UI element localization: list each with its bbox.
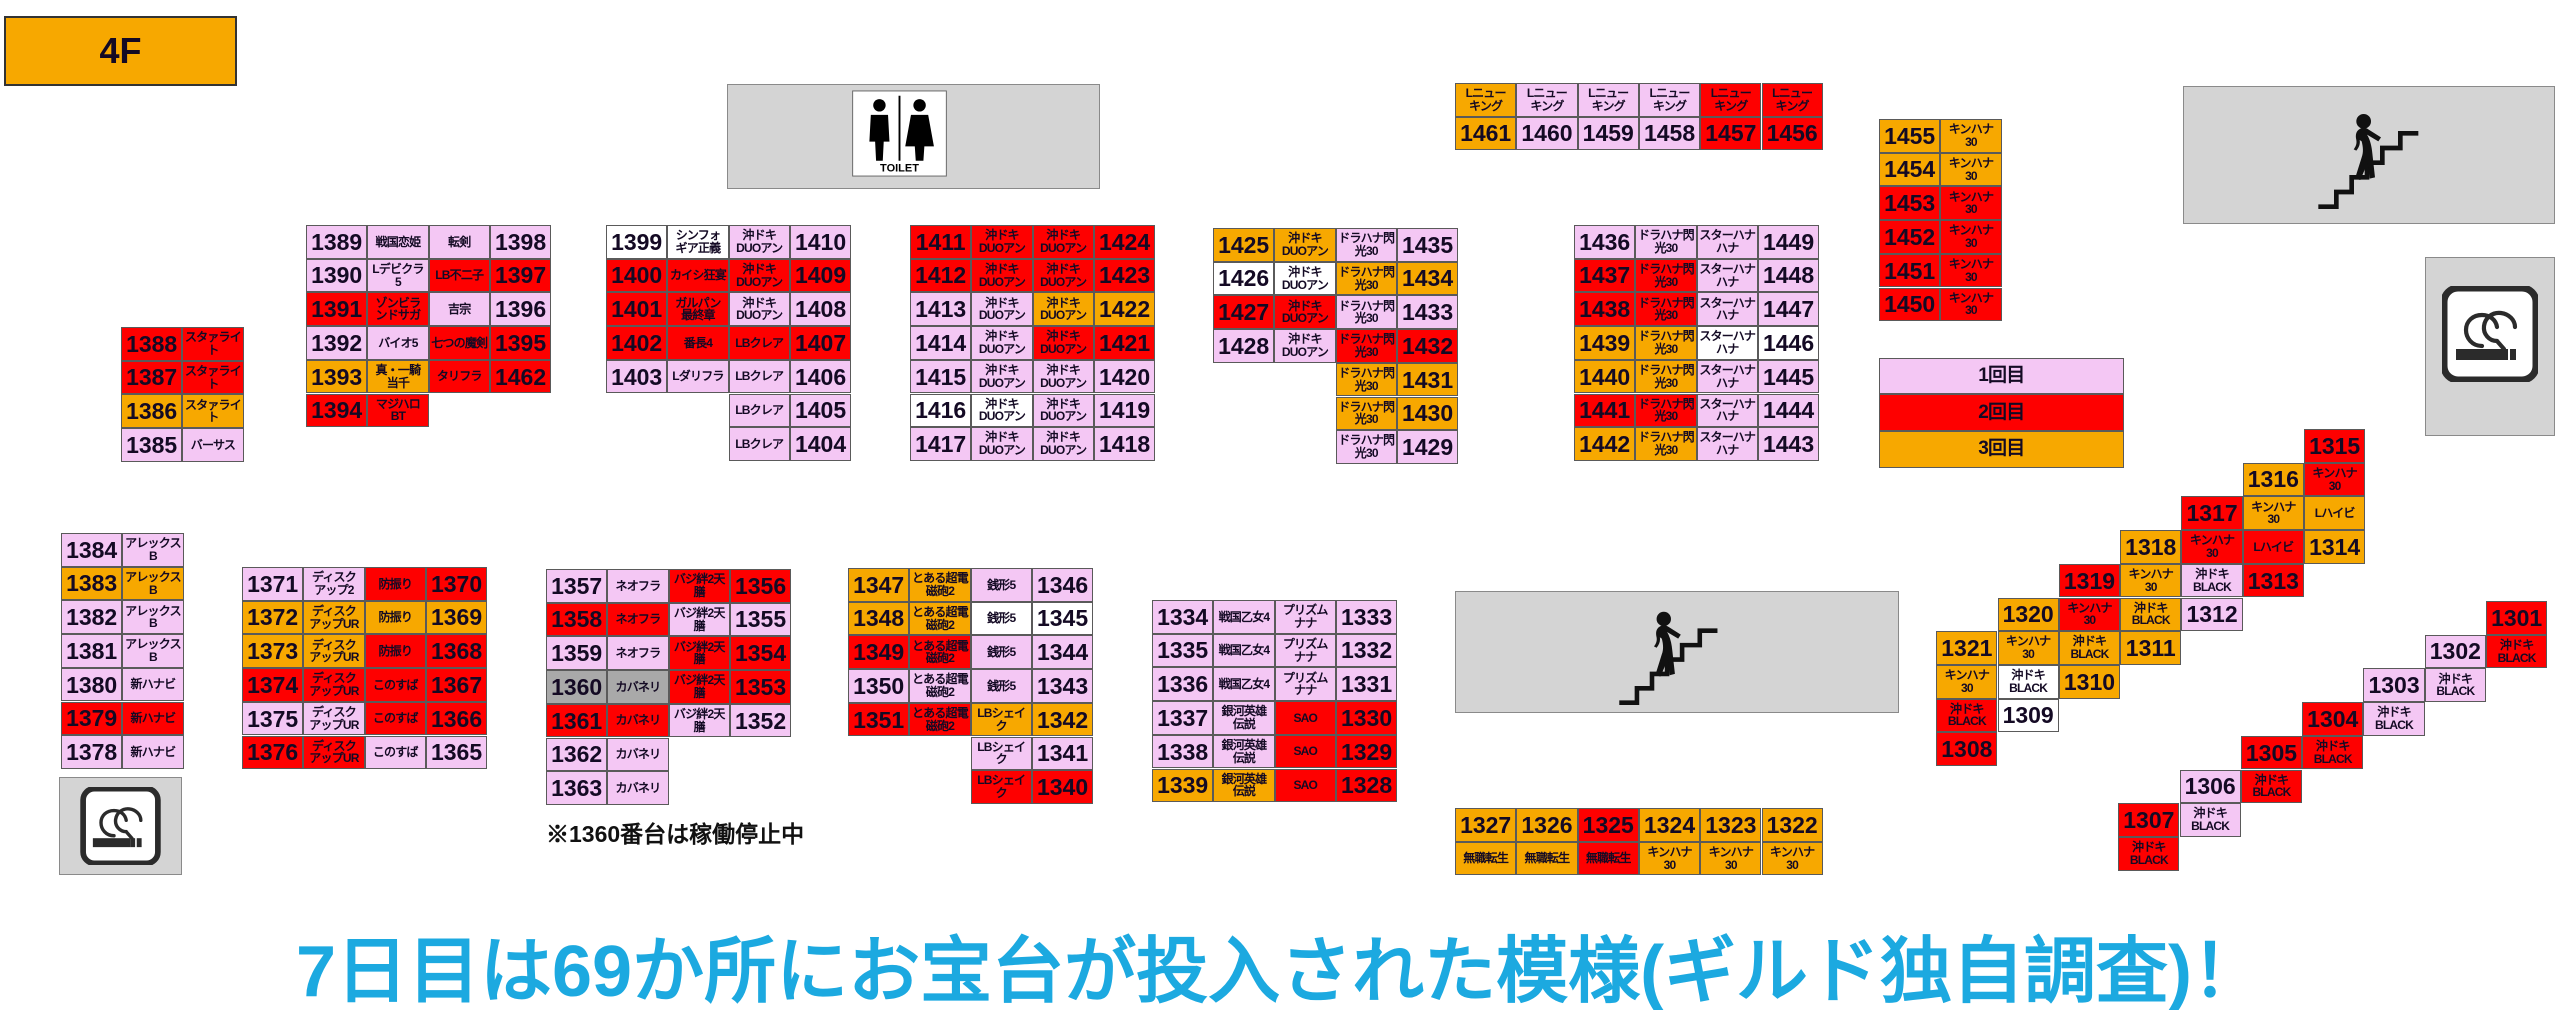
svg-text:TOILET: TOILET — [880, 162, 919, 174]
